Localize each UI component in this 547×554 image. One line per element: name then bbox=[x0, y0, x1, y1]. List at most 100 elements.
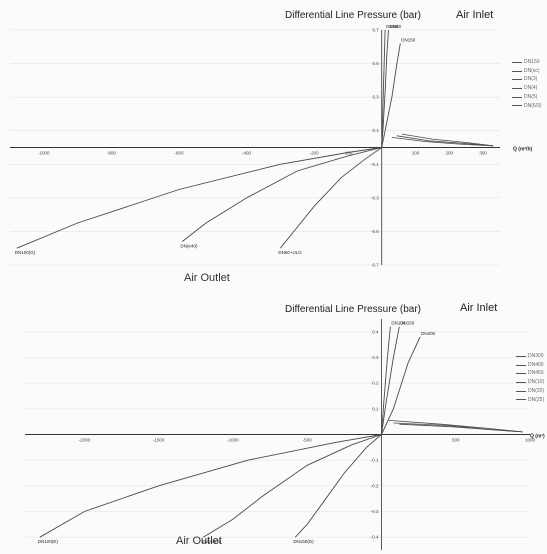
series-line bbox=[279, 147, 382, 249]
legend-swatch bbox=[516, 373, 526, 375]
y-tick-label: 0.4 bbox=[372, 329, 379, 334]
legend-item: DN(sc) bbox=[512, 67, 542, 76]
air-inlet-label: Air Inlet bbox=[460, 302, 498, 314]
x-tick-label: -800 bbox=[107, 151, 117, 156]
series-line bbox=[381, 29, 389, 148]
y-tick-label: 0.1 bbox=[372, 406, 379, 411]
legend-label: DN150 bbox=[524, 59, 540, 65]
legend-swatch bbox=[516, 381, 526, 383]
x-tick-label: -500 bbox=[303, 438, 313, 443]
series-label: DN80 bbox=[389, 24, 401, 29]
legend-item: DN(10) bbox=[516, 378, 544, 387]
legend-swatch bbox=[512, 61, 522, 63]
x-tick-label: -1000 bbox=[227, 438, 239, 443]
series-label: DN200 bbox=[421, 331, 436, 336]
y-tick-label: 0.2 bbox=[372, 381, 379, 386]
y-tick-label: -0.2 bbox=[371, 483, 379, 488]
x-axis-label: Q (m³/h) bbox=[513, 147, 532, 153]
series-label: DN150 bbox=[400, 321, 415, 326]
legend-item: DN300 bbox=[516, 352, 544, 361]
series-line bbox=[381, 336, 421, 435]
legend-item: DN(5) bbox=[512, 93, 542, 102]
series-line bbox=[396, 135, 494, 147]
x-tick-label: -1000 bbox=[38, 151, 50, 156]
air-inlet-label: Air Inlet bbox=[456, 9, 494, 21]
legend-label: DN(sc) bbox=[524, 67, 540, 74]
legend-swatch bbox=[516, 355, 526, 357]
y-tick-label: 0.3 bbox=[372, 95, 379, 100]
series-line bbox=[391, 137, 494, 147]
series-line bbox=[381, 326, 391, 435]
legend-label: DN(4) bbox=[524, 85, 538, 92]
legend-label: DN(10) bbox=[528, 379, 545, 386]
series-label: DN150(D) bbox=[293, 539, 314, 544]
series-label: DN100(E) bbox=[38, 539, 59, 544]
legend-swatch bbox=[512, 79, 522, 81]
series-line bbox=[388, 420, 523, 433]
legend-item: DN(3) bbox=[512, 75, 542, 84]
x-tick-label: 200 bbox=[446, 151, 454, 156]
legend-label: DN(6/3) bbox=[524, 102, 542, 109]
x-tick-label: -200 bbox=[310, 151, 320, 156]
legend-item: DN(4) bbox=[512, 84, 542, 93]
x-tick-label: 300 bbox=[479, 151, 487, 156]
y-tick-label: -0.7 bbox=[371, 263, 379, 268]
series-label: DN150(E) bbox=[201, 539, 222, 544]
x-tick-label: -2000 bbox=[79, 438, 91, 443]
legend-swatch bbox=[516, 390, 526, 392]
legend-item: DN(6/3) bbox=[512, 102, 542, 111]
legend-item: DN400 bbox=[516, 361, 544, 370]
legend-swatch bbox=[516, 399, 526, 401]
legend-label: DN(5) bbox=[524, 93, 538, 100]
legend-swatch bbox=[512, 105, 522, 107]
chart-plot-top: -1000 -800 -600 -400 -200 -100 100 200 300 -0.7 -0… bbox=[10, 24, 532, 268]
y-tick-label: 0.7 bbox=[372, 28, 379, 33]
legend-label: DN400 bbox=[528, 361, 544, 368]
legend-item: DN450 bbox=[516, 369, 544, 378]
legend: DN150 DN(sc) DN(3) DN(4) DN(5) DN(6/3) bbox=[512, 58, 542, 110]
legend-item: DN(25) bbox=[516, 396, 544, 405]
x-tick-label: -100 bbox=[343, 151, 353, 156]
series-line bbox=[381, 43, 401, 148]
series-line bbox=[182, 147, 382, 242]
y-tick-label: 0.1 bbox=[372, 128, 379, 133]
y-tick-label: -0.3 bbox=[371, 509, 379, 514]
legend-item: DN150 bbox=[512, 58, 542, 67]
series-line bbox=[202, 434, 382, 538]
series-line bbox=[381, 326, 400, 435]
x-axis-label: Q (m³) bbox=[530, 434, 545, 440]
series-line bbox=[16, 147, 382, 249]
series-line bbox=[294, 434, 382, 538]
chart-title: Differential Line Pressure (bar) bbox=[285, 304, 421, 315]
legend-label: DN450 bbox=[528, 370, 544, 377]
y-tick-label: -0.4 bbox=[371, 535, 379, 540]
legend: DN300 DN400 DN450 DN(10) DN(20) DN(25) bbox=[516, 352, 544, 404]
legend-swatch bbox=[512, 87, 522, 89]
x-tick-label: -1500 bbox=[153, 438, 165, 443]
legend-label: DN300 bbox=[528, 353, 544, 359]
legend-swatch bbox=[512, 70, 522, 72]
y-tick-label: -0.1 bbox=[371, 162, 379, 167]
y-tick-label: -0.3 bbox=[371, 195, 379, 200]
legend-swatch bbox=[512, 96, 522, 98]
series-label: DN(e40) bbox=[180, 244, 198, 249]
air-outlet-label: Air Outlet bbox=[184, 272, 230, 284]
series-label: DN100(G) bbox=[15, 250, 36, 255]
y-tick-label: -0.1 bbox=[371, 458, 379, 463]
x-tick-label: 100 bbox=[412, 151, 420, 156]
x-tick-label: -600 bbox=[174, 151, 184, 156]
legend-swatch bbox=[516, 364, 526, 366]
y-tick-label: 0.5 bbox=[372, 61, 379, 66]
y-tick-label: -0.5 bbox=[371, 229, 379, 234]
x-tick-label: -400 bbox=[242, 151, 252, 156]
air-outlet-label: Air Outlet bbox=[176, 535, 222, 547]
legend-item: DN(20) bbox=[516, 387, 544, 396]
series-line bbox=[401, 133, 494, 147]
chart-title: Differential Line Pressure (bar) bbox=[285, 10, 421, 21]
series-line bbox=[399, 423, 523, 433]
legend-label: DN(3) bbox=[524, 76, 538, 83]
series-line bbox=[39, 434, 382, 538]
series-line bbox=[381, 29, 386, 148]
series-label: DN100 bbox=[391, 321, 406, 326]
legend-label: DN(25) bbox=[528, 396, 545, 403]
